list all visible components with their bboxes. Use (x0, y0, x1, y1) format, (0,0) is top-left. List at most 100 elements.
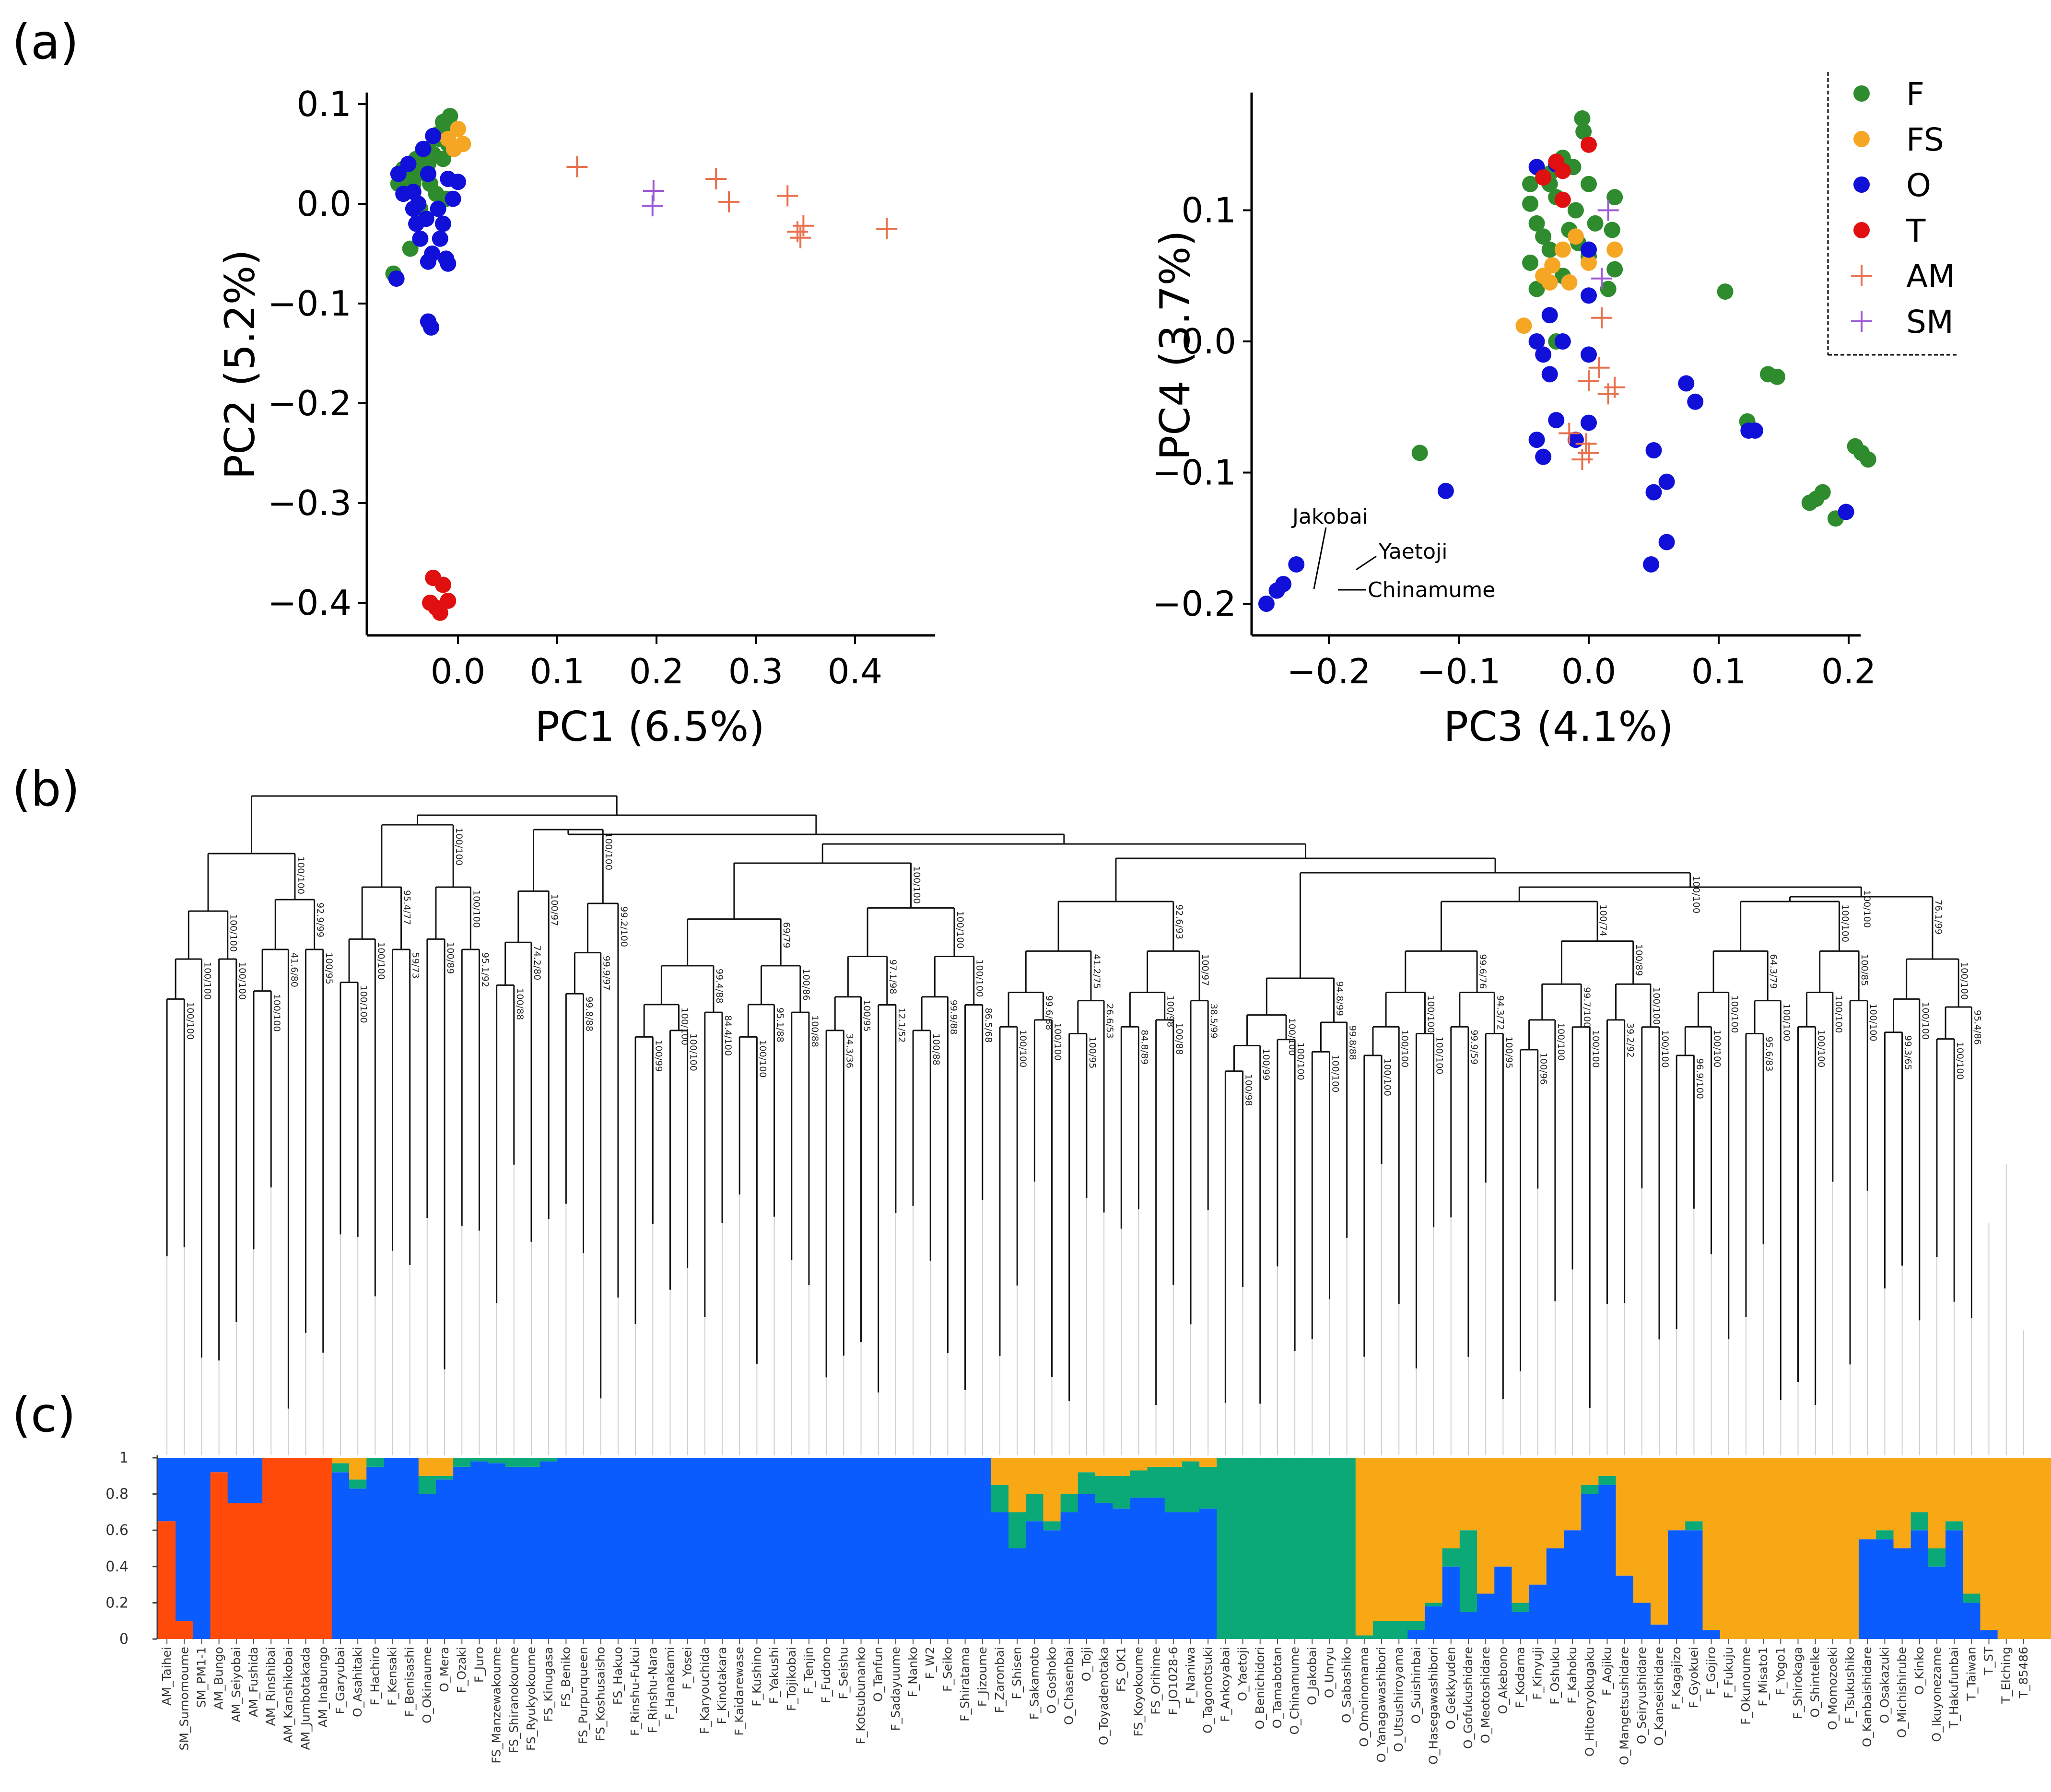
bootstrap-label: 100/100 (680, 1007, 690, 1045)
annotation-line-yaetoji (1356, 555, 1377, 571)
legend-marker (1853, 222, 1870, 238)
bootstrap-label: 100/100 (1330, 1054, 1341, 1092)
taxon-label: AM_Inabungo (316, 1647, 330, 1727)
point-o (432, 230, 448, 247)
structure-segment-orange (1372, 1458, 1391, 1621)
structure-segment-blue (627, 1458, 645, 1639)
panel-label-c: (c) (12, 1387, 76, 1443)
point-fs (450, 121, 466, 137)
bootstrap-label: 99.9/59 (1469, 1030, 1479, 1065)
taxon-label: O_Momozoeki (1826, 1647, 1840, 1730)
taxon-label: O_Unryu (1323, 1647, 1336, 1698)
structure-segment-orange (1564, 1458, 1582, 1531)
structure-segment-blue (922, 1458, 939, 1639)
taxon-label: F_Oshuku (1548, 1647, 1562, 1705)
taxon-label: F_Kaidarewase (732, 1647, 746, 1736)
structure-segment-green (540, 1458, 558, 1462)
bootstrap-label: 64.3/79 (1768, 954, 1779, 989)
point-f (1522, 176, 1539, 192)
y-tick-label: 0.1 (1181, 190, 1236, 231)
pca-left-x-ticks: 0.0 0.1 0.2 0.3 0.4 (431, 635, 882, 691)
taxon-label: FS_OK1 (1114, 1647, 1128, 1692)
point-am (566, 156, 588, 178)
bootstrap-label: 99.8/88 (584, 996, 595, 1031)
point-o (415, 141, 432, 157)
bootstrap-label: 100/88 (515, 988, 525, 1020)
taxon-label: F_Karyouchida (698, 1647, 712, 1734)
structure-segment-green (991, 1485, 1009, 1512)
point-t (1554, 163, 1571, 179)
taxon-label: O_Kanseishidare (1652, 1647, 1666, 1746)
bootstrap-label: 100/100 (603, 832, 614, 870)
structure-segment-green (1390, 1621, 1408, 1639)
bootstrap-label: 100/98 (1243, 1074, 1254, 1106)
point-f (1522, 195, 1539, 212)
structure-segment-blue (1407, 1630, 1426, 1639)
structure-segment-orange (349, 1458, 367, 1480)
structure-tick-label: 0.6 (105, 1522, 129, 1539)
structure-segment-green (522, 1458, 540, 1467)
bootstrap-label: 100/100 (1955, 1042, 1965, 1080)
x-tick-label: 0.1 (530, 651, 585, 691)
structure-segment-am (262, 1458, 280, 1639)
point-o (1437, 482, 1454, 499)
pca-right-plot: −0.2 −0.1 0.0 0.1 0.2 0.1 0.0 −0.1 −0.2 Jakobai… (1151, 93, 1876, 751)
taxon-label: F_Hachiro (368, 1647, 382, 1706)
point-am (1575, 433, 1597, 455)
structure-segment-am (210, 1472, 228, 1639)
point-am (1588, 357, 1610, 378)
taxon-label: O_Chinamume (1288, 1647, 1301, 1735)
pca-left-points (385, 107, 898, 621)
taxon-label: F_Fudono (819, 1647, 833, 1703)
taxon-label: F_Yakushi (767, 1647, 781, 1704)
structure-segment-orange (1997, 1458, 2016, 1639)
structure-segment-blue (540, 1461, 558, 1639)
bootstrap-label: 100/100 (1691, 876, 1701, 914)
structure-segment-blue (1425, 1606, 1443, 1639)
taxon-label: AM_Bungo (212, 1647, 226, 1710)
bootstrap-label: 97.1/98 (888, 959, 898, 994)
bootstrap-label: 69/79 (781, 922, 792, 949)
taxon-label: O_Ikuyonezame (1930, 1647, 1944, 1742)
pca-left-y-title: PC2 (5.2%) (216, 249, 264, 480)
bootstrap-label: 100/100 (228, 914, 239, 952)
taxon-label: F_Shiratama (958, 1647, 972, 1722)
taxon-label: O_Toyadenotaka (1097, 1647, 1111, 1745)
taxon-label: F_Kahoku (1565, 1647, 1579, 1704)
structure-segment-orange (1963, 1458, 1981, 1594)
structure-segment-green (470, 1458, 489, 1462)
taxon-label: O_Okinaume (420, 1647, 434, 1723)
structure-segment-orange (1650, 1458, 1668, 1625)
point-am (777, 185, 798, 207)
taxon-label: FS_Koshusaisho (594, 1647, 608, 1741)
point-am (1578, 370, 1599, 392)
structure-segment-green (1876, 1530, 1894, 1540)
structure-segment-orange (2032, 1458, 2050, 1639)
structure-segment-blue (193, 1458, 211, 1639)
point-f (1528, 281, 1545, 297)
taxon-label: O_Mera (437, 1647, 451, 1692)
structure-segment-orange (1668, 1458, 1686, 1531)
structure-segment-green (1355, 1635, 1373, 1639)
structure-segment-blue (1876, 1539, 1894, 1639)
legend-item-sm: SM (1851, 304, 1954, 340)
taxon-label: F_Misato1 (1756, 1647, 1770, 1707)
point-t (440, 592, 457, 609)
structure-segment-orange (1355, 1458, 1373, 1636)
structure-segment-blue (488, 1463, 506, 1639)
structure-segment-blue (245, 1458, 263, 1503)
structure-segment-green (1442, 1548, 1460, 1567)
legend-marker (1851, 265, 1872, 286)
structure-segment-blue (522, 1466, 540, 1639)
legend-item-t: T (1853, 212, 1926, 249)
taxon-label: FS_Kinugasa (541, 1647, 555, 1722)
legend-label: FS (1906, 121, 1944, 158)
bootstrap-label: 96.9/100 (1694, 1058, 1705, 1099)
structure-segment-orange (1130, 1458, 1148, 1471)
bootstrap-label: 100/85 (1859, 954, 1870, 986)
bootstrap-label: 100/100 (271, 994, 282, 1032)
point-f (1860, 451, 1876, 468)
structure-segment-green (1372, 1621, 1391, 1639)
structure-segment-green (1199, 1466, 1217, 1509)
